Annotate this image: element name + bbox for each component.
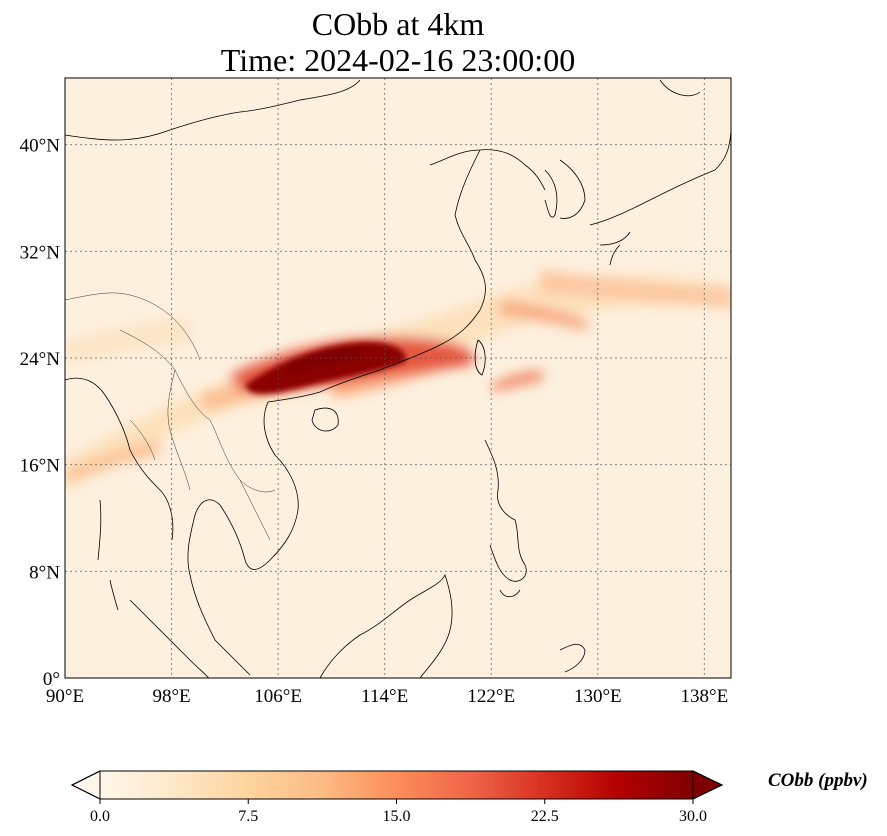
map-time: Time: 2024-02-16 23:00:00 [220,42,576,78]
map-frame [64,77,732,679]
colorbar-label: CObb (ppbv) [768,770,868,791]
colorbar-extend-max [692,770,724,800]
y-tick-label: 32°N [20,242,61,263]
colorbar-tick-label: 0.0 [90,808,110,825]
colorbar-tick-label: 15.0 [383,808,411,825]
colorbar: 0.0 7.5 15.0 22.5 30.0 [70,770,724,825]
y-tick-label: 24°N [20,349,61,370]
x-tick-label: 122°E [467,686,515,707]
x-tick-labels: 90°E 98°E 106°E 114°E 122°E 130°E 138°E [46,686,728,707]
x-tick-label: 114°E [361,686,408,707]
y-tick-label: 16°N [20,456,61,477]
x-tick-label: 98°E [152,686,190,707]
x-tick-label: 138°E [681,686,729,707]
x-tick-label: 90°E [46,686,84,707]
country-borders [65,292,276,541]
y-tick-label: 40°N [20,136,61,157]
x-tick-label: 106°E [254,686,302,707]
colorbar-gradient [100,771,693,799]
map-title: CObb at 4km [311,6,485,42]
y-tick-label: 8°N [29,562,60,583]
colorbar-tick-label: 30.0 [679,808,707,825]
colorbar-ticks: 0.0 7.5 15.0 22.5 30.0 [90,799,707,825]
y-tick-labels: 0° 8°N 16°N 24°N 32°N 40°N [20,136,61,690]
colorbar-extend-min [70,770,101,800]
gridlines [65,78,731,678]
concentration-field [65,78,731,678]
x-tick-label: 130°E [574,686,622,707]
colorbar-tick-label: 7.5 [238,808,258,825]
coastlines [65,79,731,678]
y-tick-label: 0° [43,669,60,690]
colorbar-tick-label: 22.5 [531,808,559,825]
